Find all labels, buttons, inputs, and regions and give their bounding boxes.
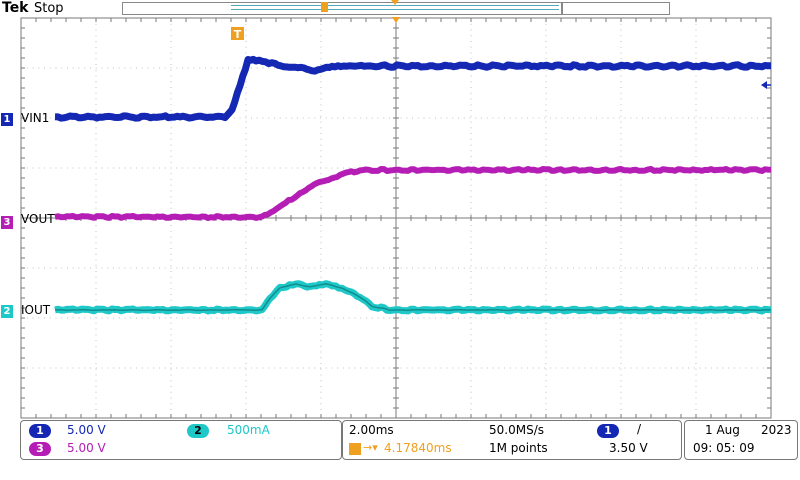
trigger-position-icon bbox=[349, 443, 361, 455]
record-view-bar[interactable] bbox=[122, 0, 562, 15]
ch3-scale[interactable]: 5.00 V bbox=[67, 441, 106, 455]
ch2-scale[interactable]: 500mA bbox=[227, 423, 270, 437]
ch1-trigger-level-icon[interactable] bbox=[761, 81, 767, 89]
ch3-waveform bbox=[54, 166, 772, 221]
sample-rate: 50.0MS/s bbox=[489, 423, 544, 437]
ch1-trace-label: VIN1 bbox=[21, 111, 50, 125]
ch2-waveform bbox=[54, 280, 772, 315]
trigger-level[interactable]: 3.50 V bbox=[609, 441, 648, 455]
ch1-waveform bbox=[54, 55, 772, 122]
top-status-bar: Tek Stop bbox=[0, 0, 800, 18]
ch2-marker-icon[interactable]: 2 bbox=[1, 305, 13, 318]
trigger-position-icon bbox=[321, 2, 328, 12]
record-length: 1M points bbox=[489, 441, 548, 455]
trigger-source-badge[interactable]: 1 bbox=[597, 424, 619, 438]
timebase-trigger-panel[interactable]: 2.00ms 50.0MS/s 1 / →▾ 4.17840ms 1M poin… bbox=[342, 420, 682, 460]
time-per-division[interactable]: 2.00ms bbox=[349, 423, 394, 437]
svg-text:T: T bbox=[234, 28, 242, 41]
ch2-badge[interactable]: 2 bbox=[187, 424, 209, 438]
ch2-trace-label: IOUT bbox=[21, 303, 51, 317]
waveform-display[interactable]: T bbox=[0, 0, 800, 420]
top-right-box bbox=[562, 2, 670, 15]
trigger-position-t-icon: T bbox=[231, 27, 244, 41]
expansion-point-icon bbox=[391, 0, 399, 5]
ch1-scale[interactable]: 5.00 V bbox=[67, 423, 106, 437]
channel-scale-panel[interactable]: 1 5.00 V 2 500mA 3 5.00 V bbox=[20, 420, 342, 460]
ch3-badge[interactable]: 3 bbox=[29, 442, 51, 456]
ch3-marker-icon[interactable]: 3 bbox=[1, 216, 13, 229]
trigger-time-marker-icon bbox=[392, 17, 400, 23]
date: 1 Aug bbox=[705, 423, 740, 437]
record-window-indicator bbox=[231, 5, 559, 10]
horizontal-position[interactable]: 4.17840ms bbox=[384, 441, 452, 455]
ch1-marker-icon[interactable]: 1 bbox=[1, 113, 13, 126]
year: 2023 bbox=[761, 423, 792, 437]
trigger-slope-icon[interactable]: / bbox=[637, 422, 642, 436]
arrow-icon: →▾ bbox=[363, 441, 378, 454]
acquisition-state: Stop bbox=[34, 1, 64, 16]
ch3-trace-label: VOUT bbox=[21, 212, 55, 226]
ch2-waveform-core bbox=[54, 283, 772, 312]
time: 09: 05: 09 bbox=[693, 441, 755, 455]
brand-logo: Tek bbox=[2, 0, 29, 16]
ch1-badge[interactable]: 1 bbox=[29, 424, 51, 438]
date-time-panel: 1 Aug 2023 09: 05: 09 bbox=[684, 420, 798, 460]
